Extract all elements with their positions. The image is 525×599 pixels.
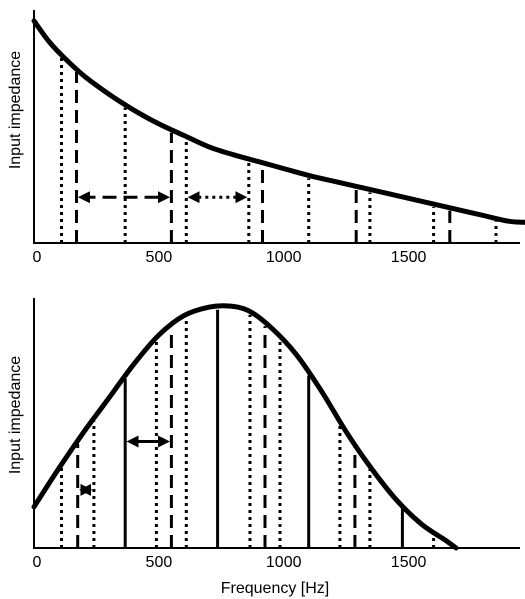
bottom-impedance-curve [31,303,459,551]
bottom-x-tick-label-2: 1000 [266,554,302,571]
bottom-markers [60,309,436,548]
top-x-tick-label-0: 0 [33,249,42,266]
bottom-y-axis-label: Input impedance [7,356,24,474]
top-x-tick-label-1: 500 [146,249,173,266]
bottom-x-axis-label: Frequency [Hz] [221,580,329,597]
bottom-x-tick-label-1: 500 [146,554,173,571]
bottom-x-tick-label-0: 0 [33,554,42,571]
top-x-tick-labels: 0 500 1000 1500 [33,249,427,266]
top-panel: 0 500 1000 1500 Input impedance [7,10,525,266]
top-markers [60,57,498,243]
top-x-tick-label-3: 1500 [391,249,427,266]
top-y-axis-label: Input impedance [7,51,24,169]
top-x-tick-label-2: 1000 [266,249,302,266]
bottom-x-tick-labels: 0 500 1000 1500 [33,554,427,571]
top-impedance-curve [31,18,525,225]
bottom-panel: 0 500 1000 1500 Input impedance Frequency [… [7,298,520,597]
bottom-x-tick-label-3: 1500 [391,554,427,571]
bottom-arrows [79,435,170,496]
